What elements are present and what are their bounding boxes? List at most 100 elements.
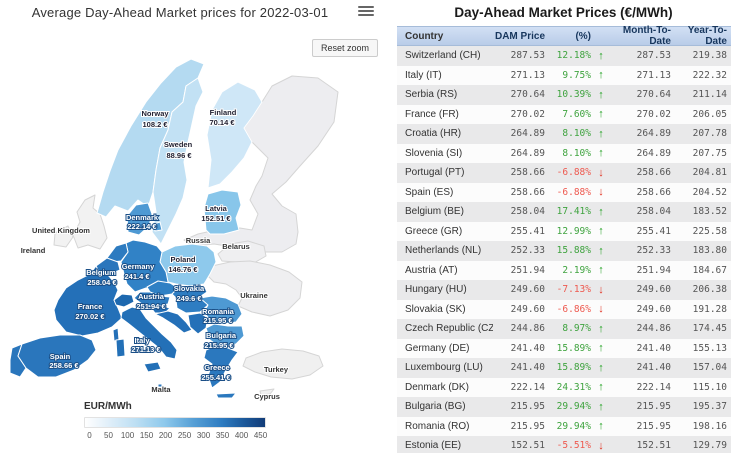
table-row[interactable]: Portugal (PT) 258.66 -6.88% ↓ 258.66 204.81 bbox=[397, 163, 731, 183]
trend-arrow-icon: ↓ bbox=[598, 439, 604, 452]
cell-dam-price: 258.66 bbox=[510, 186, 545, 198]
cell-dam-price: 264.89 bbox=[510, 128, 545, 140]
cell-month-to-date: 215.95 bbox=[636, 420, 671, 432]
cell-percent: 24.31% bbox=[556, 381, 591, 393]
table-row[interactable]: Belgium (BE) 258.04 17.41% ↑ 258.04 183.52 bbox=[397, 202, 731, 222]
table-row[interactable]: Spain (ES) 258.66 -6.88% ↓ 258.66 204.52 bbox=[397, 182, 731, 202]
cell-month-to-date: 255.41 bbox=[636, 225, 671, 237]
table-row[interactable]: France (FR) 270.02 7.60% ↑ 270.02 206.05 bbox=[397, 104, 731, 124]
legend-tick-labels: 0 50 100 150 200 250 300 350 400 450 bbox=[80, 431, 270, 440]
table-body: Switzerland (CH) 287.53 12.18% ↑ 287.53 219.3… bbox=[397, 46, 731, 453]
cell-country: Netherlands (NL) bbox=[405, 245, 482, 257]
cell-percent: 15.88% bbox=[556, 245, 591, 257]
price-table: Country DAM Price (%) Month-To-Date Year… bbox=[397, 25, 731, 453]
col-header-country[interactable]: Country bbox=[405, 30, 444, 42]
trend-arrow-icon: ↑ bbox=[598, 147, 604, 160]
cell-country: Austria (AT) bbox=[405, 264, 458, 276]
map-price-sweden: 88.96 € bbox=[166, 151, 192, 160]
cell-dam-price: 241.40 bbox=[510, 362, 545, 374]
table-row[interactable]: Slovakia (SK) 249.60 -6.86% ↓ 249.60 191.28 bbox=[397, 299, 731, 319]
cell-year-to-date: 155.13 bbox=[692, 342, 727, 354]
cell-year-to-date: 198.16 bbox=[692, 420, 727, 432]
map-label-ireland: Ireland bbox=[21, 246, 46, 255]
cell-percent: -5.51% bbox=[556, 440, 591, 452]
map-price-germany: 241.4 € bbox=[124, 272, 150, 281]
trend-arrow-icon: ↑ bbox=[598, 88, 604, 101]
map-label-sweden: Sweden bbox=[164, 140, 193, 149]
map-label-belarus: Belarus bbox=[222, 242, 250, 251]
map-label-norway: Norway bbox=[141, 109, 169, 118]
cell-country: Slovenia (SI) bbox=[405, 147, 463, 159]
col-header-month-to-date[interactable]: Month-To-Date bbox=[622, 25, 671, 47]
reset-zoom-button[interactable]: Reset zoom bbox=[311, 39, 378, 57]
table-row[interactable]: Austria (AT) 251.94 2.19% ↑ 251.94 184.67 bbox=[397, 260, 731, 280]
trend-arrow-icon: ↑ bbox=[598, 322, 604, 335]
table-row[interactable]: Italy (IT) 271.13 9.75% ↑ 271.13 222.32 bbox=[397, 65, 731, 85]
cell-percent: 29.94% bbox=[556, 401, 591, 413]
cell-percent: -6.88% bbox=[556, 186, 591, 198]
table-row[interactable]: Germany (DE) 241.40 15.89% ↑ 241.40 155.13 bbox=[397, 338, 731, 358]
table-row[interactable]: Greece (GR) 255.41 12.99% ↑ 255.41 225.58 bbox=[397, 221, 731, 241]
legend-tick: 450 bbox=[253, 431, 268, 440]
cell-month-to-date: 249.60 bbox=[636, 303, 671, 315]
map-label-russia: Russia bbox=[186, 236, 211, 245]
table-row[interactable]: Serbia (RS) 270.64 10.39% ↑ 270.64 211.14 bbox=[397, 85, 731, 105]
map-price-austria: 251.94 € bbox=[136, 302, 166, 311]
cell-country: Estonia (EE) bbox=[405, 440, 462, 452]
legend-tick: 0 bbox=[87, 431, 92, 440]
table-title: Day-Ahead Market Prices (€/MWh) bbox=[454, 5, 673, 20]
cell-dam-price: 271.13 bbox=[510, 69, 545, 81]
cell-month-to-date: 258.66 bbox=[636, 167, 671, 179]
trend-arrow-icon: ↑ bbox=[598, 205, 604, 218]
cell-year-to-date: 222.32 bbox=[692, 69, 727, 81]
table-row[interactable]: Croatia (HR) 264.89 8.10% ↑ 264.89 207.78 bbox=[397, 124, 731, 144]
cell-dam-price: 244.86 bbox=[510, 323, 545, 335]
cell-country: Spain (ES) bbox=[405, 186, 454, 198]
cell-dam-price: 152.51 bbox=[510, 440, 545, 452]
table-row[interactable]: Luxembourg (LU) 241.40 15.89% ↑ 241.40 157.04 bbox=[397, 358, 731, 378]
cell-percent: 8.97% bbox=[562, 323, 591, 335]
col-header-dam-price[interactable]: DAM Price bbox=[494, 30, 545, 42]
map-price-france: 270.02 € bbox=[75, 312, 105, 321]
map-price-spain: 258.66 € bbox=[49, 361, 79, 370]
map-label-belgium: Belgium bbox=[86, 268, 116, 277]
cell-year-to-date: 211.14 bbox=[692, 89, 727, 101]
cell-year-to-date: 115.10 bbox=[692, 381, 727, 393]
legend-tick: 350 bbox=[215, 431, 230, 440]
map-label-slovakia: Slovakia bbox=[174, 284, 205, 293]
cell-dam-price: 252.33 bbox=[510, 245, 545, 257]
hamburger-menu-icon[interactable] bbox=[358, 6, 374, 18]
table-row[interactable]: Estonia (EE) 152.51 -5.51% ↓ 152.51 129.79 bbox=[397, 436, 731, 453]
cell-year-to-date: 206.05 bbox=[692, 108, 727, 120]
cell-dam-price: 255.41 bbox=[510, 225, 545, 237]
table-row[interactable]: Romania (RO) 215.95 29.94% ↑ 215.95 198.16 bbox=[397, 416, 731, 436]
table-row[interactable]: Bulgaria (BG) 215.95 29.94% ↑ 215.95 195.37 bbox=[397, 397, 731, 417]
cell-year-to-date: 174.45 bbox=[692, 323, 727, 335]
map-price-latvia: 152.51 € bbox=[201, 214, 231, 223]
table-row[interactable]: Hungary (HU) 249.60 -7.13% ↓ 249.60 206.38 bbox=[397, 280, 731, 300]
cell-year-to-date: 225.58 bbox=[692, 225, 727, 237]
trend-arrow-icon: ↑ bbox=[598, 400, 604, 413]
table-row[interactable]: Switzerland (CH) 287.53 12.18% ↑ 287.53 219.3… bbox=[397, 46, 731, 66]
cell-percent: 8.10% bbox=[562, 128, 591, 140]
legend-tick: 300 bbox=[196, 431, 211, 440]
col-header-year-to-date[interactable]: Year-To-Date bbox=[687, 25, 727, 47]
cell-dam-price: 215.95 bbox=[510, 401, 545, 413]
legend-tick: 100 bbox=[120, 431, 135, 440]
trend-arrow-icon: ↓ bbox=[598, 166, 604, 179]
table-row[interactable]: Netherlands (NL) 252.33 15.88% ↑ 252.33 183.8… bbox=[397, 241, 731, 261]
cell-year-to-date: 157.04 bbox=[692, 362, 727, 374]
price-table-panel: Day-Ahead Market Prices (€/MWh) Country … bbox=[390, 0, 737, 453]
cell-percent: 7.60% bbox=[562, 108, 591, 120]
cell-dam-price: 270.64 bbox=[510, 89, 545, 101]
col-header-percent[interactable]: (%) bbox=[575, 30, 591, 42]
map-label-malta: Malta bbox=[151, 385, 171, 394]
table-row[interactable]: Czech Republic (CZ) 244.86 8.97% ↑ 244.86 174… bbox=[397, 319, 731, 339]
table-row[interactable]: Slovenia (SI) 264.89 8.10% ↑ 264.89 207.75 bbox=[397, 143, 731, 163]
map-panel: Average Day-Ahead Market prices for 2022… bbox=[0, 0, 390, 453]
map-label-italy: Italy bbox=[134, 336, 150, 345]
cell-month-to-date: 252.33 bbox=[636, 245, 671, 257]
map-price-romania: 215.95 € bbox=[203, 316, 233, 325]
table-row[interactable]: Denmark (DK) 222.14 24.31% ↑ 222.14 115.10 bbox=[397, 377, 731, 397]
